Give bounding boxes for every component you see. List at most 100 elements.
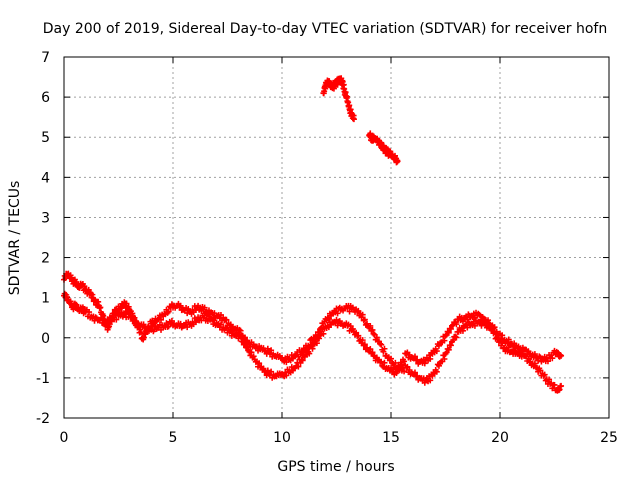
data-point — [411, 369, 418, 376]
data-point — [359, 337, 366, 344]
data-point — [549, 385, 556, 392]
data-point — [380, 348, 387, 355]
data-point — [360, 317, 367, 324]
y-tick-labels: -2 -1 0 1 2 3 4 5 6 7 — [36, 50, 50, 427]
data-point — [531, 360, 538, 367]
data-point — [445, 346, 452, 353]
data-point — [140, 321, 147, 328]
data-point — [491, 329, 498, 336]
data-point — [388, 355, 394, 362]
x-tick-label: 15 — [382, 430, 400, 446]
data-point — [403, 364, 410, 371]
x-tick-label: 5 — [169, 430, 178, 446]
data-point — [485, 321, 492, 328]
data-point — [453, 334, 460, 341]
data-point — [373, 334, 380, 341]
data-point — [558, 352, 565, 359]
data-point — [447, 325, 454, 332]
data-point — [355, 332, 362, 339]
y-tick-label: 5 — [41, 130, 50, 146]
data-point — [299, 357, 306, 364]
data-point — [449, 322, 456, 329]
x-tick-label: 0 — [60, 430, 69, 446]
data-point — [86, 309, 93, 316]
data-point — [476, 311, 483, 318]
data-point — [316, 335, 323, 342]
data-point — [295, 363, 302, 370]
data-point — [236, 326, 243, 333]
data-point — [441, 356, 448, 363]
y-tick-label: 1 — [41, 291, 50, 307]
data-point — [453, 321, 460, 328]
data-point — [445, 329, 452, 336]
y-tick-label: 4 — [41, 170, 50, 186]
data-point — [158, 316, 165, 323]
data-point — [264, 345, 271, 352]
data-point — [350, 116, 357, 123]
data-point — [370, 330, 377, 337]
y-tick-label: -2 — [36, 411, 50, 427]
x-tick-label: 25 — [600, 430, 618, 446]
data-point — [464, 316, 471, 323]
plot-frame — [63, 56, 610, 419]
data-point — [223, 316, 230, 323]
data-point — [237, 327, 244, 334]
data-point — [542, 377, 549, 384]
data-point — [490, 330, 497, 337]
data-point — [328, 312, 335, 319]
data-point — [354, 308, 361, 315]
y-tick-label: 6 — [41, 90, 50, 106]
y-tick-label: 0 — [41, 331, 50, 347]
data-point — [531, 351, 538, 358]
data-point — [264, 367, 271, 374]
data-point — [378, 341, 385, 348]
data-point — [536, 353, 543, 360]
data-point — [401, 358, 408, 365]
data-point — [541, 371, 548, 378]
data-point — [433, 348, 440, 355]
data-point — [320, 330, 327, 337]
data-point — [256, 360, 263, 367]
data-point — [505, 336, 512, 343]
data-point — [268, 347, 275, 354]
data-point — [404, 363, 411, 370]
data-point — [367, 322, 374, 329]
y-tick-label: 3 — [41, 210, 50, 226]
data-point — [92, 314, 99, 321]
data-point — [546, 376, 553, 383]
data-point — [378, 358, 385, 365]
data-point — [535, 357, 542, 364]
data-point — [126, 310, 133, 317]
data-point — [324, 314, 331, 321]
data-point — [558, 382, 565, 389]
data-point — [551, 381, 558, 388]
data-point — [369, 326, 376, 333]
data-point — [459, 318, 466, 325]
data-point — [421, 379, 428, 386]
data-point — [544, 358, 551, 365]
data-point — [260, 365, 267, 372]
data-points — [61, 75, 565, 394]
data-point — [267, 350, 274, 357]
data-point — [248, 349, 255, 356]
data-point — [435, 362, 442, 369]
data-point — [313, 340, 320, 347]
data-point — [165, 308, 172, 315]
data-point — [113, 316, 120, 323]
x-tick-label: 20 — [491, 430, 509, 446]
data-point — [388, 365, 394, 372]
data-point — [549, 355, 556, 362]
data-point — [381, 359, 388, 366]
data-point — [464, 324, 471, 331]
data-point — [310, 341, 317, 348]
data-point — [361, 316, 368, 323]
data-point — [367, 346, 374, 353]
data-point — [394, 158, 401, 165]
data-point — [283, 372, 290, 379]
data-point — [421, 360, 428, 367]
data-point — [334, 322, 341, 329]
data-point — [201, 312, 208, 319]
data-point — [379, 362, 386, 369]
data-point — [211, 317, 218, 324]
